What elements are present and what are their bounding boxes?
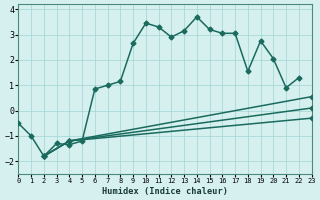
- X-axis label: Humidex (Indice chaleur): Humidex (Indice chaleur): [102, 187, 228, 196]
